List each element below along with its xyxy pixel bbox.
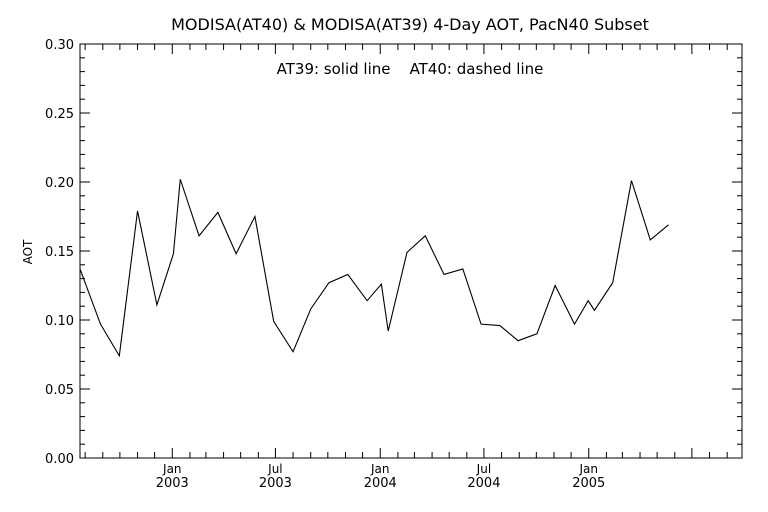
series-group bbox=[79, 179, 669, 358]
chart-title: MODISA(AT40) & MODISA(AT39) 4-Day AOT, P… bbox=[171, 15, 649, 34]
x-tick-label-month: Jan bbox=[162, 462, 182, 476]
chart-annotation: AT39: solid line AT40: dashed line bbox=[277, 60, 544, 78]
x-tick-label-month: Jan bbox=[578, 462, 598, 476]
y-tick-label: 0.25 bbox=[45, 107, 74, 122]
x-tick-label-month: Jul bbox=[267, 462, 282, 476]
x-tick-label-year: 2005 bbox=[572, 476, 605, 491]
y-tick-label: 0.05 bbox=[45, 383, 74, 398]
x-tick-label-month: Jul bbox=[476, 462, 491, 476]
axis-ticks bbox=[80, 43, 742, 459]
x-tick-label-month: Jan bbox=[370, 462, 390, 476]
y-tick-label: 0.10 bbox=[45, 314, 74, 329]
y-tick-label: 0.00 bbox=[45, 452, 74, 467]
series-line-at39 bbox=[79, 179, 669, 358]
plot-frame bbox=[79, 43, 743, 459]
x-tick-label-year: 2003 bbox=[156, 476, 189, 491]
y-tick-label: 0.15 bbox=[45, 245, 74, 260]
x-tick-label-year: 2003 bbox=[259, 476, 292, 491]
y-tick-label: 0.30 bbox=[45, 38, 74, 53]
y-tick-labels: 0.00 0.05 0.10 0.15 0.20 0.25 0.30 bbox=[45, 38, 74, 467]
y-axis-label: AOT bbox=[21, 239, 35, 264]
y-tick-label: 0.20 bbox=[45, 176, 74, 191]
x-tick-label-year: 2004 bbox=[467, 476, 500, 491]
x-tick-label-year: 2004 bbox=[364, 476, 397, 491]
